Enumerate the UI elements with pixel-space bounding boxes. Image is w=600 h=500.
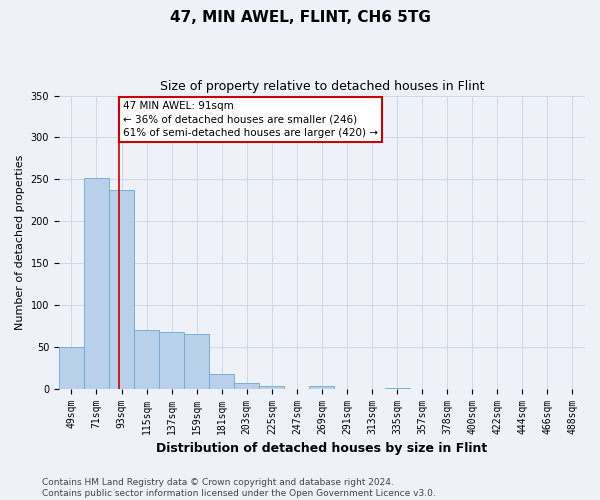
Text: 47 MIN AWEL: 91sqm
← 36% of detached houses are smaller (246)
61% of semi-detach: 47 MIN AWEL: 91sqm ← 36% of detached hou… [123,102,378,138]
Bar [209,374,234,388]
Y-axis label: Number of detached properties: Number of detached properties [15,154,25,330]
Bar [59,347,84,389]
Bar [234,383,259,388]
Bar [310,386,334,388]
Bar [259,386,284,388]
X-axis label: Distribution of detached houses by size in Flint: Distribution of detached houses by size … [157,442,488,455]
Title: Size of property relative to detached houses in Flint: Size of property relative to detached ho… [160,80,484,93]
Bar [159,332,184,388]
Text: 47, MIN AWEL, FLINT, CH6 5TG: 47, MIN AWEL, FLINT, CH6 5TG [170,10,430,25]
Bar [84,178,109,388]
Text: Contains HM Land Registry data © Crown copyright and database right 2024.
Contai: Contains HM Land Registry data © Crown c… [42,478,436,498]
Bar [184,334,209,388]
Bar [109,190,134,388]
Bar [134,330,159,388]
